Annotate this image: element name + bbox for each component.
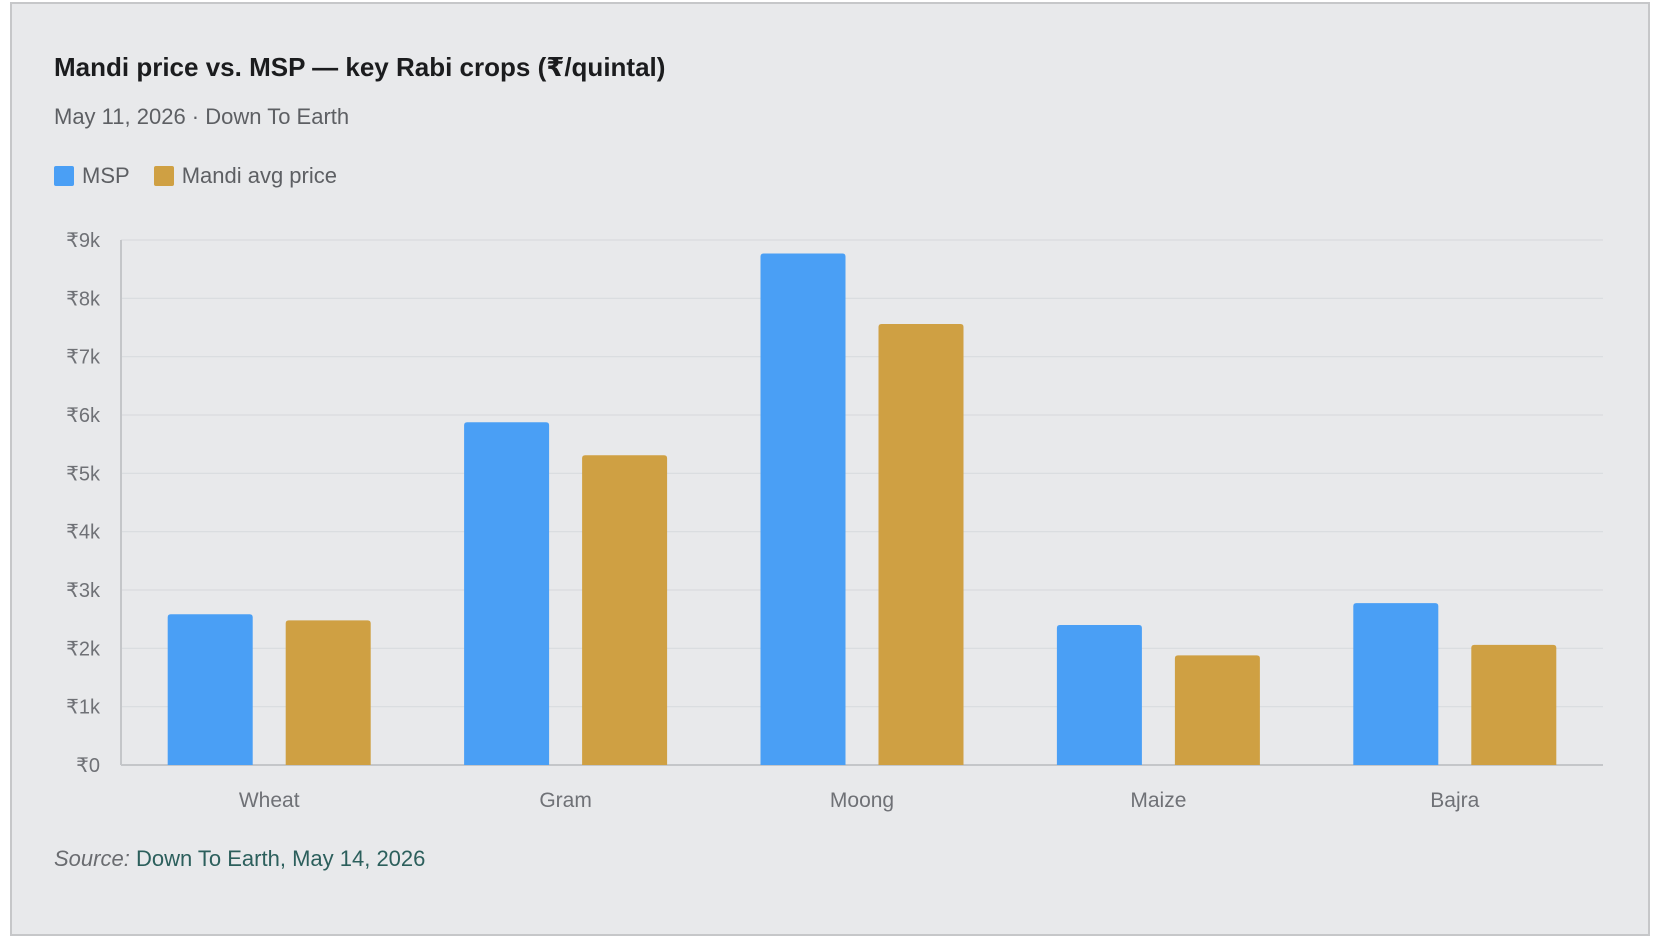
y-tick-label: ₹8k <box>66 288 101 310</box>
bar-gram-mandi <box>582 455 668 765</box>
bar-wheat-msp <box>167 614 253 765</box>
legend-item-mandi[interactable]: Mandi avg price <box>153 163 337 189</box>
y-tick-label: ₹5k <box>66 463 101 485</box>
bar-bajra-msp <box>1353 603 1439 765</box>
legend-swatch-msp <box>54 166 74 186</box>
source-link[interactable]: Down To Earth, May 14, 2026 <box>135 846 426 871</box>
x-tick-label: Wheat <box>239 789 300 812</box>
x-tick-label: Moong <box>830 789 894 812</box>
bar-wheat-mandi <box>285 620 371 765</box>
y-tick-label: ₹7k <box>66 347 101 369</box>
legend-label-msp: MSP <box>82 163 130 188</box>
bar-gram-msp <box>464 422 550 765</box>
y-tick-label: ₹3k <box>66 580 101 602</box>
bar-maize-mandi <box>1174 655 1260 765</box>
y-tick-label: ₹2k <box>66 638 101 660</box>
y-tick-label: ₹6k <box>66 405 101 427</box>
y-tick-label: ₹4k <box>66 522 101 544</box>
legend-item-msp[interactable]: MSP <box>54 163 130 189</box>
y-tick-label: ₹0 <box>76 755 100 777</box>
chart-legend: MSP Mandi avg price <box>54 163 361 189</box>
chart-title: Mandi price vs. MSP — key Rabi crops (₹/… <box>54 52 666 82</box>
bar-maize-msp <box>1056 625 1142 765</box>
legend-swatch-mandi <box>153 166 174 186</box>
y-tick-label: ₹9k <box>66 230 101 252</box>
x-tick-label: Maize <box>1130 789 1186 812</box>
y-tick-label: ₹1k <box>66 697 101 719</box>
source-note: Source: Down To Earth, May 14, 2026 <box>54 846 425 872</box>
bar-moong-msp <box>760 253 846 766</box>
x-tick-label: Gram <box>539 789 592 812</box>
bar-moong-mandi <box>878 324 964 765</box>
x-tick-label: Bajra <box>1430 789 1479 812</box>
legend-label-mandi: Mandi avg price <box>181 163 337 188</box>
bar-bajra-mandi <box>1471 644 1557 765</box>
chart-subtitle: May 11, 2026 · Down To Earth <box>54 104 350 129</box>
source-label: Source: <box>54 846 130 871</box>
